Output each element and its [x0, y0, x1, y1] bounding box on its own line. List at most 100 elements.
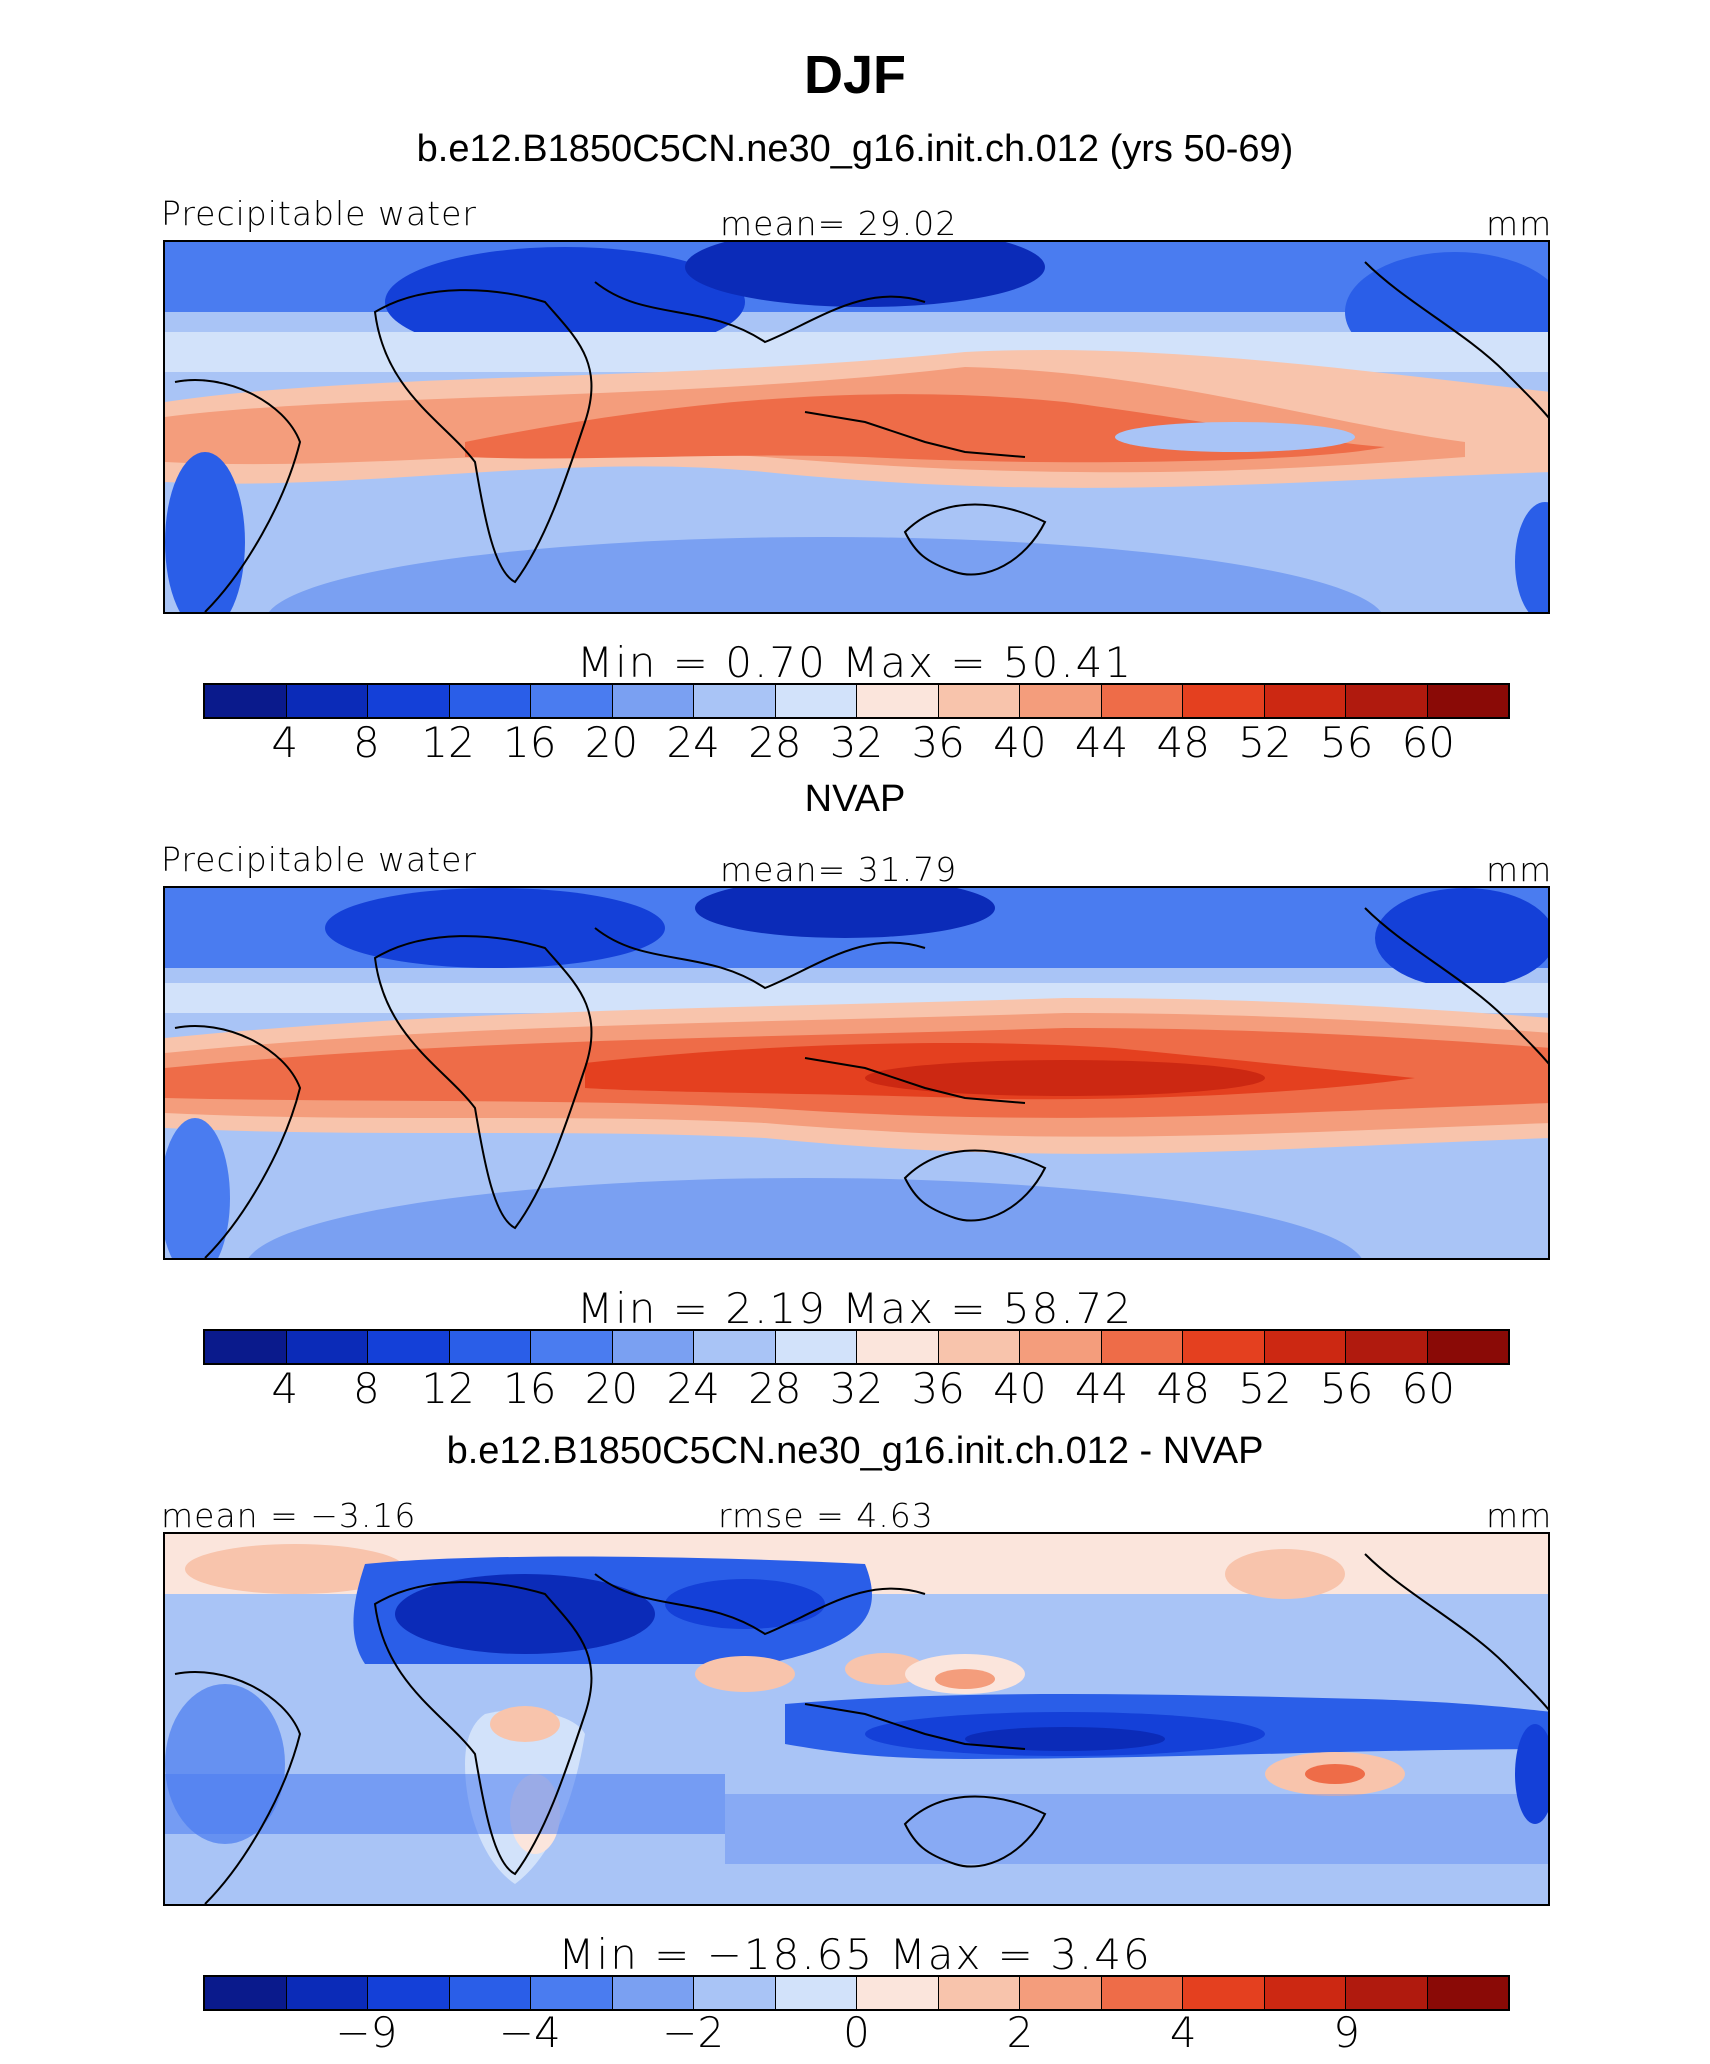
colorbar-box: [1101, 1977, 1183, 2009]
colorbar-tick-label: 52: [1238, 718, 1292, 767]
colorbar-box: [531, 1331, 613, 1363]
panel-1-units: mm: [1486, 204, 1553, 243]
colorbar-tick-label: 16: [503, 718, 557, 767]
colorbar-tick-label: 24: [666, 718, 720, 767]
colorbar-box: [368, 685, 450, 717]
colorbar-box: [1346, 1331, 1428, 1363]
panel-3-minmax: Min = −18.65 Max = 3.46: [558, 1930, 1152, 1979]
colorbar-box: [286, 1331, 368, 1363]
colorbar-tick-label: 4: [271, 1364, 299, 1413]
colorbar-tick-label: 60: [1401, 1364, 1456, 1413]
colorbar-box: [286, 1977, 368, 2009]
panel-1-title: b.e12.B1850C5CN.ne30_g16.init.ch.012 (yr…: [416, 128, 1294, 170]
colorbar-box: [857, 685, 939, 717]
colorbar-tick-label: 44: [1074, 718, 1129, 767]
colorbar-tick-label: 56: [1319, 1364, 1374, 1413]
colorbar-box: [694, 1977, 776, 2009]
panel-3-colorbar: [203, 1975, 1510, 2011]
colorbar-tick-label: 56: [1319, 718, 1374, 767]
colorbar-tick-label: 20: [584, 1364, 639, 1413]
colorbar-box: [857, 1977, 939, 2009]
colorbar-tick-label: 28: [748, 1364, 802, 1413]
colorbar-box: [938, 1331, 1020, 1363]
colorbar-box: [1346, 685, 1428, 717]
colorbar-tick-label: 44: [1074, 1364, 1129, 1413]
panel-3-map: [163, 1532, 1550, 1906]
colorbar-tick-label: 32: [829, 1364, 884, 1413]
colorbar-box: [612, 685, 694, 717]
colorbar-box: [938, 685, 1020, 717]
colorbar-box: [857, 1331, 939, 1363]
colorbar-box: [1101, 1331, 1183, 1363]
colorbar-tick-label: 40: [993, 718, 1047, 767]
colorbar-tick-label: 60: [1401, 718, 1456, 767]
colorbar-box: [449, 685, 531, 717]
panel-3-colorbar-ticks: −9 −4 −2 0 2 4 9: [203, 2008, 1510, 2058]
colorbar-tick-label: 40: [993, 1364, 1047, 1413]
colorbar-tick-label: 0: [843, 2008, 870, 2057]
colorbar-box: [1264, 1331, 1346, 1363]
panel-2-map: [163, 886, 1550, 1260]
colorbar-tick-label: 48: [1156, 718, 1210, 767]
colorbar-tick-label: 36: [911, 718, 965, 767]
colorbar-box: [1346, 1977, 1428, 2009]
colorbar-tick-label: 9: [1333, 2008, 1360, 2057]
panel-2-precip-field: [165, 888, 1548, 1258]
colorbar-box: [612, 1331, 694, 1363]
colorbar-box: [612, 1977, 694, 2009]
colorbar-box: [1427, 1977, 1508, 2009]
panel-1-map: [163, 240, 1550, 614]
colorbar-box: [775, 685, 857, 717]
colorbar-tick-label: 4: [271, 718, 299, 767]
panel-1-precip-field: [165, 242, 1548, 612]
colorbar-tick-label: 16: [503, 1364, 557, 1413]
panel-2-units: mm: [1486, 850, 1553, 889]
colorbar-box: [1020, 1331, 1102, 1363]
colorbar-box: [1427, 1331, 1508, 1363]
colorbar-tick-label: −9: [335, 2008, 398, 2057]
colorbar-tick-label: 36: [911, 1364, 965, 1413]
colorbar-box: [205, 685, 287, 717]
colorbar-box: [1020, 685, 1102, 717]
colorbar-box: [286, 685, 368, 717]
colorbar-box: [775, 1977, 857, 2009]
colorbar-tick-label: 20: [584, 718, 639, 767]
panel-3-mean-label: mean = −3.16: [161, 1496, 417, 1535]
panel-2-title: NVAP: [804, 778, 906, 820]
colorbar-tick-label: 32: [829, 718, 884, 767]
panel-3-units: mm: [1486, 1496, 1553, 1535]
colorbar-box: [1183, 685, 1265, 717]
colorbar-box: [694, 685, 776, 717]
colorbar-box: [205, 1331, 287, 1363]
colorbar-box: [368, 1331, 450, 1363]
colorbar-box: [1020, 1977, 1102, 2009]
colorbar-tick-label: 52: [1238, 1364, 1292, 1413]
colorbar-tick-label: 8: [353, 1364, 380, 1413]
colorbar-box: [1183, 1977, 1265, 2009]
panel-3-rmse-label: rmse = 4.63: [718, 1496, 934, 1535]
colorbar-box: [1183, 1331, 1265, 1363]
figure-title: DJF: [803, 45, 906, 105]
panel-3-title: b.e12.B1850C5CN.ne30_g16.init.ch.012 - N…: [446, 1430, 1264, 1472]
colorbar-box: [205, 1977, 287, 2009]
colorbar-tick-label: 4: [1169, 2008, 1197, 2057]
colorbar-box: [1427, 685, 1508, 717]
colorbar-box: [1264, 685, 1346, 717]
colorbar-box: [938, 1977, 1020, 2009]
colorbar-box: [531, 1977, 613, 2009]
colorbar-box: [694, 1331, 776, 1363]
colorbar-tick-label: 12: [421, 1364, 475, 1413]
colorbar-box: [775, 1331, 857, 1363]
panel-2-colorbar: [203, 1329, 1510, 1365]
panel-1-minmax: Min = 0.70 Max = 50.41: [576, 638, 1134, 687]
panel-2-mean-label: mean= 31.79: [720, 850, 958, 889]
panel-1-colorbar: [203, 683, 1510, 719]
colorbar-box: [449, 1977, 531, 2009]
panel-1-mean-label: mean= 29.02: [720, 204, 958, 243]
panel-1-colorbar-ticks: 4 8 12 16 20 24 28 32 36 40 44 48 52 56 60: [203, 718, 1510, 768]
panel-1-variable-label: Precipitable water: [161, 194, 477, 233]
colorbar-box: [1264, 1977, 1346, 2009]
panel-3-difference-field: [165, 1534, 1548, 1904]
colorbar-box: [531, 685, 613, 717]
panel-2-variable-label: Precipitable water: [161, 840, 477, 879]
